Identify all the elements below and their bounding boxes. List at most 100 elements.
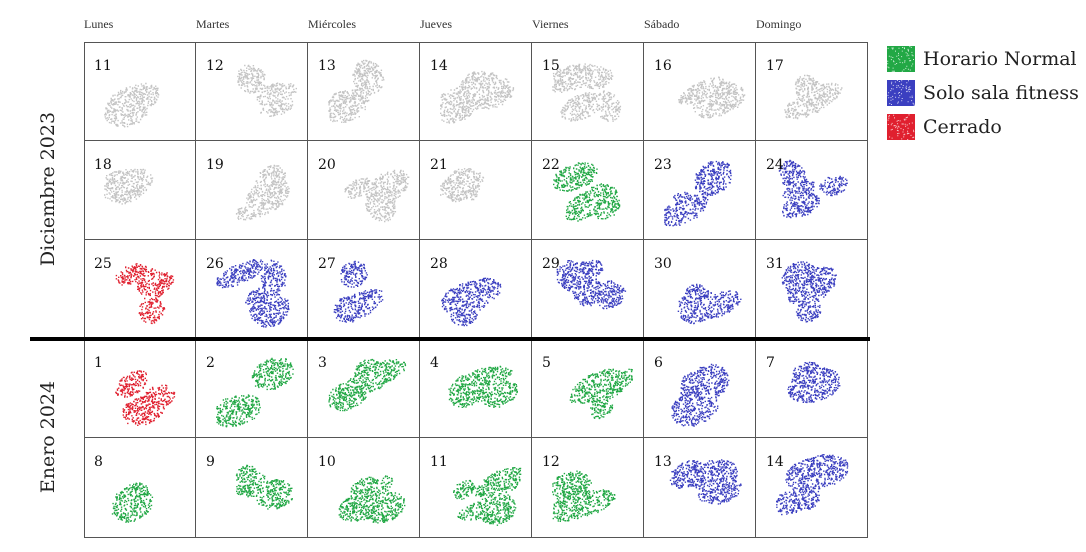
day-blob-past: [784, 74, 843, 120]
day-blob-fitness: [671, 363, 730, 427]
day-blob-closed: [115, 263, 175, 325]
legend: Horario Normal Solo sala fitness Cerrado: [887, 42, 1079, 144]
day-cell: 12: [196, 42, 308, 141]
day-cell: 16: [644, 42, 756, 141]
day-cell: 29: [532, 240, 644, 339]
month-divider: [30, 337, 870, 341]
day-number: 13: [318, 58, 336, 74]
day-number: 17: [766, 58, 784, 74]
day-number: 5: [542, 355, 551, 371]
month-label-january: Enero 2024: [37, 380, 59, 494]
day-blob-fitness: [441, 277, 502, 327]
day-blob-fitness: [677, 283, 742, 325]
day-blob-past: [104, 82, 160, 128]
day-cell: 13: [308, 42, 420, 141]
day-number: 11: [430, 454, 448, 470]
day-number: 26: [206, 256, 224, 272]
day-cell: 14: [756, 438, 868, 537]
day-blob-past: [552, 63, 622, 122]
day-blob-normal: [453, 467, 522, 526]
day-blob-past: [235, 164, 290, 221]
day-blob-fitness: [216, 259, 290, 328]
day-number: 14: [430, 58, 448, 74]
legend-item-fitness: Solo sala fitness: [887, 76, 1079, 110]
month-label-december: Diciembre 2023: [37, 111, 59, 267]
day-blob-past: [104, 168, 154, 205]
day-number: 13: [654, 454, 672, 470]
day-number: 2: [206, 355, 215, 371]
day-number: 25: [94, 256, 112, 272]
day-number: 10: [318, 454, 336, 470]
day-number: 6: [654, 355, 663, 371]
day-blob-past: [237, 64, 297, 117]
day-number: 28: [430, 256, 448, 272]
day-cell: 8: [84, 438, 196, 537]
legend-swatch-closed: [887, 114, 915, 140]
day-cell: 5: [532, 339, 644, 438]
day-cell: 17: [756, 42, 868, 141]
day-number: 23: [654, 157, 672, 173]
day-blob-past: [344, 169, 410, 223]
day-number: 31: [766, 256, 784, 272]
day-blob-fitness: [776, 454, 849, 516]
legend-label: Cerrado: [923, 116, 1002, 138]
day-blob-fitness: [556, 259, 627, 310]
day-number: 3: [318, 355, 327, 371]
weekday-label: Lunes: [84, 17, 114, 31]
day-number: 22: [542, 157, 560, 173]
day-blob-past: [328, 59, 385, 123]
day-blob-past: [440, 70, 515, 124]
day-cell: 20: [308, 141, 420, 240]
day-cell: 28: [420, 240, 532, 339]
legend-label: Solo sala fitness: [923, 82, 1079, 104]
day-blob-fitness: [778, 159, 848, 219]
legend-item-closed: Cerrado: [887, 110, 1079, 144]
weekday-label: Domingo: [756, 17, 802, 31]
day-number: 14: [766, 454, 784, 470]
day-number: 24: [766, 157, 784, 173]
day-cell: 11: [420, 438, 532, 537]
day-blob-past: [678, 76, 746, 119]
weekday-label: Miércoles: [308, 17, 356, 31]
day-blob-closed: [115, 370, 176, 426]
day-blob-normal: [235, 464, 293, 510]
day-number: 16: [654, 58, 672, 74]
day-cell: 27: [308, 240, 420, 339]
day-blob-normal: [569, 368, 633, 420]
weekday-label: Jueves: [420, 17, 452, 31]
weekday-label: Viernes: [532, 17, 569, 31]
day-number: 12: [206, 58, 224, 74]
day-cell: 22: [532, 141, 644, 240]
day-cell: 26: [196, 240, 308, 339]
day-blob-fitness: [781, 261, 837, 323]
day-cell: 3: [308, 339, 420, 438]
legend-swatch-fitness: [887, 80, 915, 106]
day-blob-normal: [552, 470, 616, 522]
legend-label: Horario Normal: [923, 48, 1077, 70]
day-cell: 21: [420, 141, 532, 240]
day-cell: 1: [84, 339, 196, 438]
day-number: 4: [430, 355, 439, 371]
day-blob-normal: [328, 358, 407, 412]
day-number: 19: [206, 157, 224, 173]
day-number: 30: [654, 256, 672, 272]
day-cell: 10: [308, 438, 420, 537]
day-cell: 25: [84, 240, 196, 339]
day-blob-fitness: [664, 160, 732, 227]
day-cell: 24: [756, 141, 868, 240]
day-cell: 13: [644, 438, 756, 537]
weekday-label: Martes: [196, 17, 230, 31]
day-number: 7: [766, 355, 775, 371]
day-blob-fitness: [669, 459, 742, 505]
day-cell: 23: [644, 141, 756, 240]
day-cell: 19: [196, 141, 308, 240]
day-blob-normal: [448, 365, 518, 408]
day-cell: 2: [196, 339, 308, 438]
day-blob-fitness: [333, 260, 384, 323]
day-blob-normal: [553, 162, 621, 222]
day-number: 18: [94, 157, 112, 173]
day-cell: 31: [756, 240, 868, 339]
day-cell: 12: [532, 438, 644, 537]
day-number: 20: [318, 157, 336, 173]
day-cell: 30: [644, 240, 756, 339]
